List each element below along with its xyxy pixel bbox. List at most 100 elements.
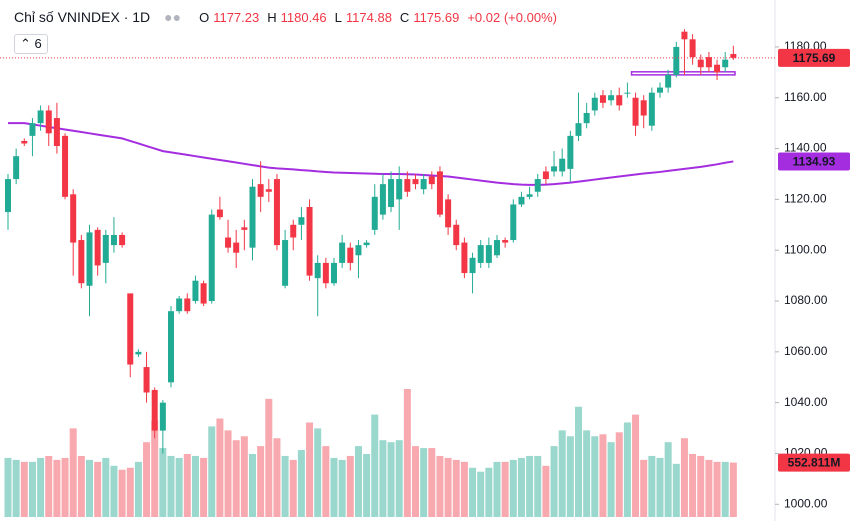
volume-bar bbox=[412, 446, 419, 517]
volume-bar bbox=[697, 455, 705, 517]
candle-body bbox=[110, 234, 117, 246]
candle-body bbox=[371, 196, 378, 230]
volume-bar bbox=[387, 442, 395, 517]
y-tick-label: 1080.00 bbox=[784, 293, 828, 307]
volume-bar bbox=[297, 450, 305, 517]
volume-bar bbox=[460, 461, 468, 517]
ohlc-value: 1174.88 bbox=[345, 9, 392, 25]
indicator-toggle[interactable]: ⌃ 6 bbox=[14, 34, 48, 54]
volume-bar bbox=[607, 442, 615, 517]
ohlc-key: H bbox=[267, 9, 277, 25]
candle-body bbox=[5, 179, 11, 213]
ma-tag-bg bbox=[778, 152, 850, 171]
volume-bar bbox=[208, 426, 216, 517]
ohlc-value: 1175.69 bbox=[413, 9, 460, 25]
last-price-tag: 1175.69 bbox=[793, 51, 836, 65]
volume-bar bbox=[517, 457, 525, 517]
volume-bar bbox=[354, 446, 362, 517]
volume-bar bbox=[61, 457, 69, 517]
moving-average bbox=[8, 122, 734, 186]
candle-body bbox=[436, 171, 443, 215]
candle-body bbox=[404, 179, 411, 192]
candle-body bbox=[388, 179, 395, 208]
volume-bar bbox=[77, 455, 85, 517]
candle-body bbox=[583, 112, 590, 124]
candle-body bbox=[469, 257, 476, 274]
candle-body bbox=[168, 311, 174, 383]
volume-bar bbox=[420, 448, 428, 517]
candle-body bbox=[265, 189, 272, 192]
volume-bar bbox=[118, 469, 126, 517]
volume-bar bbox=[713, 461, 721, 517]
volume-tag: 552.811M bbox=[788, 456, 841, 470]
volume-bar bbox=[191, 455, 199, 517]
volume-bar bbox=[338, 459, 346, 517]
volume-bar bbox=[240, 436, 248, 517]
symbol-title: Chỉ số VNINDEX · 1D bbox=[14, 9, 151, 25]
volume-bar bbox=[623, 422, 631, 517]
volume-bar bbox=[249, 453, 256, 517]
candle-body bbox=[665, 74, 672, 88]
volume-bar bbox=[615, 432, 623, 517]
volume-bar bbox=[183, 453, 191, 517]
candle-body bbox=[428, 176, 435, 185]
volume-bar bbox=[314, 428, 322, 517]
volume-bar bbox=[102, 457, 110, 517]
candle-body bbox=[102, 234, 109, 263]
candle-body bbox=[314, 262, 321, 279]
candle-body bbox=[127, 293, 134, 365]
volume-bar bbox=[257, 446, 265, 517]
candle-body bbox=[45, 110, 52, 134]
volume-bar bbox=[566, 436, 574, 517]
candle-body bbox=[445, 199, 452, 228]
candle-body bbox=[347, 247, 354, 263]
volume-bar bbox=[371, 414, 379, 517]
volume-bar bbox=[721, 461, 729, 517]
candle-body bbox=[306, 207, 313, 276]
candle-body bbox=[86, 232, 93, 286]
candle-body bbox=[485, 245, 492, 263]
y-tick-label: 1040.00 bbox=[784, 395, 828, 409]
volume-bar bbox=[289, 459, 297, 517]
candle-body bbox=[249, 186, 256, 248]
volume-bar bbox=[232, 440, 240, 517]
volume-bar bbox=[12, 459, 20, 517]
candle-body bbox=[379, 184, 386, 215]
volume-bar bbox=[575, 406, 582, 517]
volume-bar bbox=[583, 430, 591, 517]
volume-bar bbox=[330, 457, 338, 517]
volume-bar bbox=[680, 438, 688, 517]
volume-bar bbox=[485, 467, 493, 517]
candle-body bbox=[273, 179, 280, 246]
ohlc-key: C bbox=[399, 9, 410, 25]
volume-bar bbox=[705, 459, 713, 517]
change: +0.02 (+0.00%) bbox=[467, 9, 557, 25]
volume-bar bbox=[45, 455, 53, 517]
volume-bar bbox=[175, 457, 183, 517]
y-tick-label: 1060.00 bbox=[784, 344, 828, 358]
volume-bar bbox=[159, 448, 167, 517]
candle-body bbox=[730, 53, 737, 58]
volume-bar bbox=[689, 453, 697, 517]
candle-body bbox=[257, 184, 264, 197]
candle-body bbox=[151, 389, 158, 431]
volume-bar bbox=[672, 463, 680, 517]
volume-bar bbox=[534, 455, 542, 517]
candle-body bbox=[208, 214, 215, 302]
candle-body bbox=[290, 224, 297, 238]
candle-body bbox=[567, 135, 574, 169]
candle-body bbox=[53, 118, 60, 147]
volume-bar bbox=[542, 465, 550, 517]
candle-body bbox=[705, 57, 712, 68]
candle-body bbox=[551, 166, 558, 172]
y-tick-label: 1100.00 bbox=[784, 242, 827, 256]
candle-body bbox=[689, 39, 696, 58]
ohlc-value: 1180.46 bbox=[280, 9, 327, 25]
volume-bar bbox=[134, 461, 142, 517]
candle-body bbox=[21, 140, 28, 144]
volume-bar bbox=[20, 461, 28, 517]
volume-bar bbox=[664, 442, 672, 517]
